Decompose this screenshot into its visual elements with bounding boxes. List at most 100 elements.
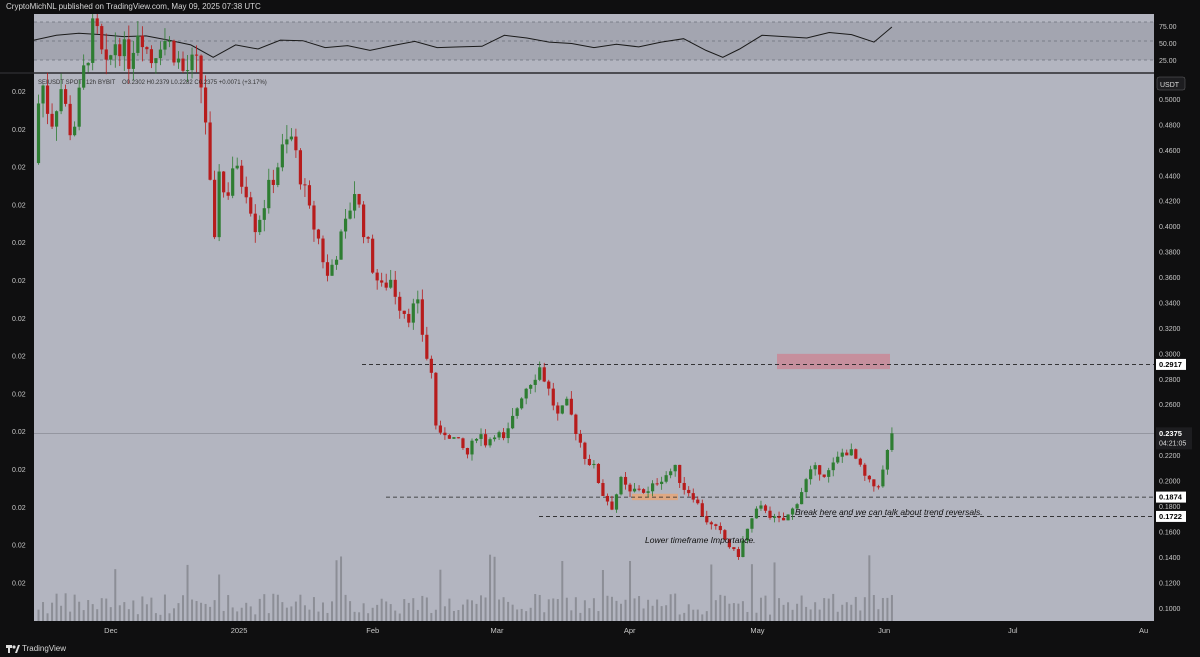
rsi-tick: 75.00 [1159,24,1177,31]
volume-bar [353,611,356,621]
volume-bar [574,597,577,621]
time-tick: Feb [366,626,379,635]
volume-bar [434,609,437,621]
price-tick: 0.1400 [1159,555,1181,562]
volume-bar [836,611,839,621]
time-tick: May [750,626,764,635]
candle-body [596,463,601,484]
volume-bar [601,569,604,621]
candle-body [754,508,759,519]
price-axis[interactable]: 0.5000 0.4800 0.4600 0.4400 0.4200 0.4000 0.38… [1159,97,1181,613]
candle-body [429,358,433,373]
volume-bar [272,593,275,621]
volume-bar [46,613,49,621]
candle-body [551,388,555,406]
volume-bar [470,600,473,621]
volume-bar [154,613,157,621]
candle-body [511,415,515,429]
volume-bar [389,604,392,621]
volume-bar [331,601,334,621]
candle-body [818,465,822,475]
price-tick: 0.3800 [1159,250,1181,257]
volume-bar [588,608,591,621]
left-tick: 0.02 [12,354,26,361]
volume-bar [376,604,379,621]
legend-interval: 12h [86,80,96,86]
candle-body [402,310,406,314]
candle-body [578,433,582,443]
volume-bar [850,604,853,621]
candle-body [741,540,745,557]
volume-bar [597,611,600,621]
candle-body [732,547,736,550]
volume-bar [701,614,704,621]
candle-body [628,484,632,492]
candle-body [217,171,221,238]
volume-bar [213,600,216,621]
candle-body [131,52,135,69]
level-label-1722: 0.1722 [1156,510,1186,522]
candle-body [140,35,144,48]
candle-body [303,184,307,186]
candle-body [790,508,795,515]
candle-body [605,495,610,502]
candle-body [867,475,871,480]
volume-bar [863,597,866,621]
candle-body [786,514,790,521]
candle-body [619,476,623,495]
candle-body [623,476,628,485]
candle-body [262,208,266,220]
volume-bar [60,605,63,621]
candle-body [492,437,497,440]
volume-bar [534,594,537,621]
candle-body [614,494,619,510]
candle-body [691,493,695,500]
volume-bar [249,606,252,621]
volume-bar [416,609,419,621]
candle-body [41,85,45,104]
volume-bar [209,606,212,621]
volume-bar [321,602,324,621]
candle-body [104,49,108,60]
candle-body [700,503,704,517]
legend-ohlc: O0.2302 H0.2379 L0.2282 C0.2375 +0.0071 … [122,80,267,86]
candle-body [483,434,488,446]
volume-bar [340,556,343,621]
volume-bar [543,612,546,621]
candle-body [660,481,664,485]
volume-bar [177,603,180,621]
volume-bar [317,611,320,621]
time-tick: Jun [878,626,890,635]
volume-bar [51,602,54,621]
volume-bar [182,595,185,621]
candle-body [199,55,203,88]
candle-body [366,237,370,239]
rsi-line [33,26,893,58]
candle-body [226,192,230,196]
volume-bar [367,613,370,621]
time-axis[interactable]: Dec 2025 Feb Mar Apr May Jun Jul Au [104,626,1148,635]
candle-body [718,525,722,531]
current-price-text: 0.2375 [1159,429,1182,438]
volume-bar [665,605,668,621]
candle-body [352,194,357,211]
volume-bar [443,606,446,621]
candle-body [375,272,379,281]
candle-body [398,296,402,311]
candle-body [836,456,840,463]
candle-body [682,482,686,490]
left-tick: 0.02 [12,316,26,323]
chart-svg[interactable]: SEIUSDT SPOT 12h BYBIT O0.2302 H0.2379 L… [0,14,1200,641]
candle-body [267,179,271,209]
candle-body [452,437,456,439]
price-tick: 0.4800 [1159,122,1181,129]
volume-bar [881,597,884,621]
volume-bar [335,560,338,621]
price-tick: 0.2600 [1159,402,1181,409]
volume-bar [552,598,555,621]
volume-bar [565,597,568,621]
candle-body [800,492,804,505]
candle-body [362,204,366,238]
volume-bar [507,601,510,621]
candle-body [411,303,415,323]
